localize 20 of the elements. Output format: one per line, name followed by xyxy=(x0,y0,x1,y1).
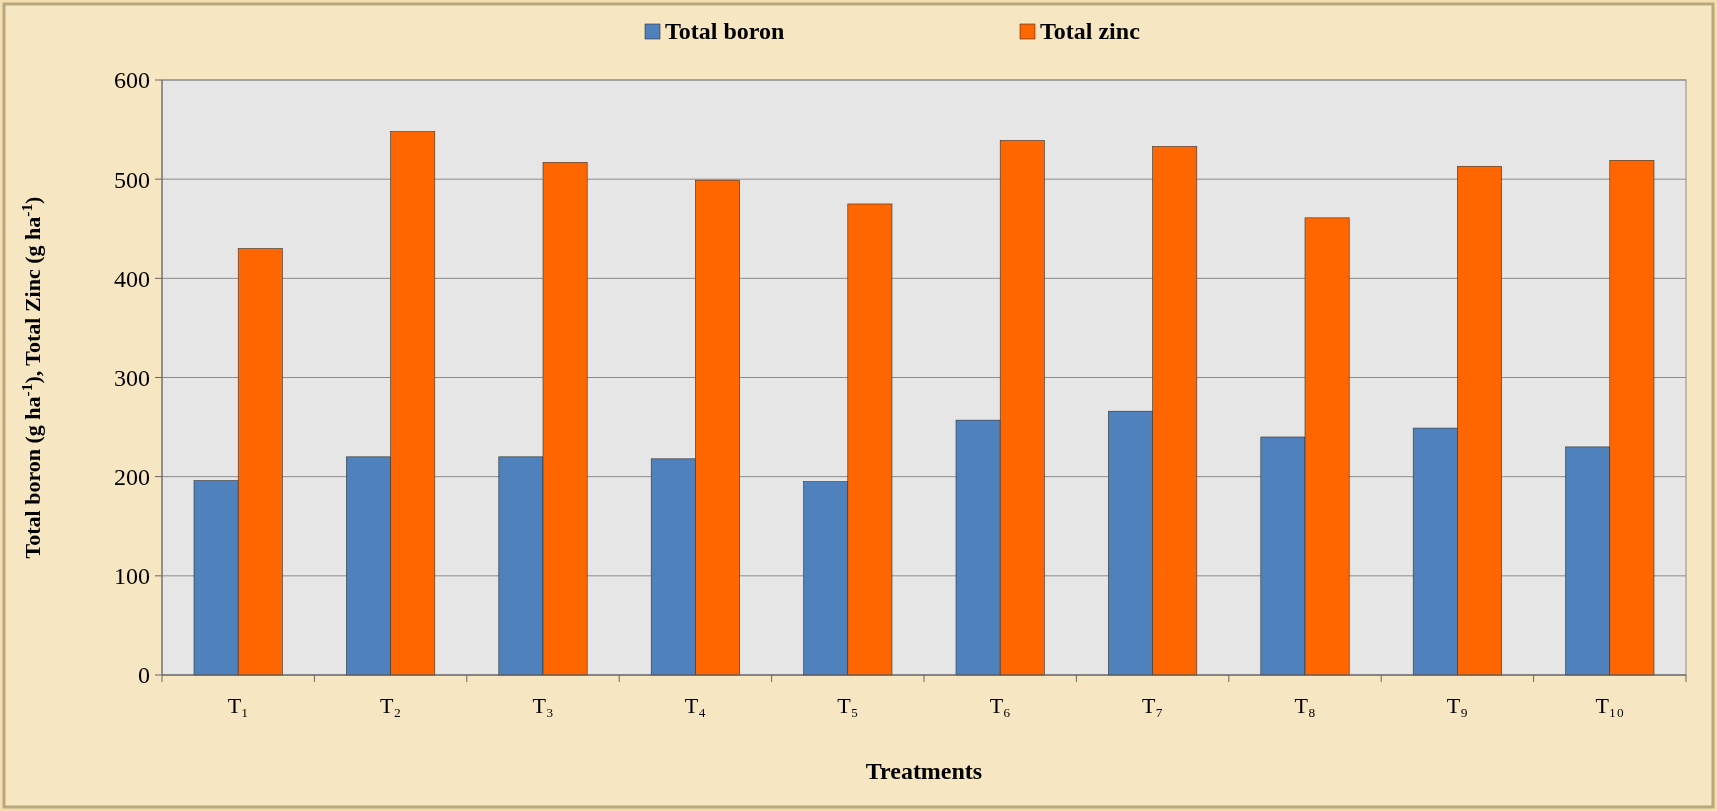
legend-label: Total zinc xyxy=(1040,18,1141,44)
legend-label: Total boron xyxy=(665,18,785,44)
y-tick-label: 200 xyxy=(114,464,150,491)
x-tick-label: T₁ xyxy=(227,693,249,718)
y-tick-label: 100 xyxy=(114,563,150,590)
y-tick-label: 0 xyxy=(138,662,150,689)
x-tick-label: T₄ xyxy=(684,693,706,718)
y-tick-label: 600 xyxy=(114,67,150,94)
y-tick-label: 400 xyxy=(114,265,150,292)
x-tick-label: T₉ xyxy=(1446,693,1468,718)
x-tick-label: T₈ xyxy=(1294,693,1316,718)
x-tick-label: T₅ xyxy=(837,693,859,718)
x-tick-label: T₃ xyxy=(532,693,554,718)
y-tick-label: 500 xyxy=(114,166,150,193)
x-axis-title: Treatments xyxy=(865,758,983,784)
x-tick-label: T₂ xyxy=(380,693,402,718)
y-tick-label: 300 xyxy=(114,364,150,391)
x-tick-label: T₇ xyxy=(1142,693,1164,718)
x-tick-label: T₆ xyxy=(989,693,1011,718)
x-tick-label: T₁₀ xyxy=(1595,693,1625,718)
